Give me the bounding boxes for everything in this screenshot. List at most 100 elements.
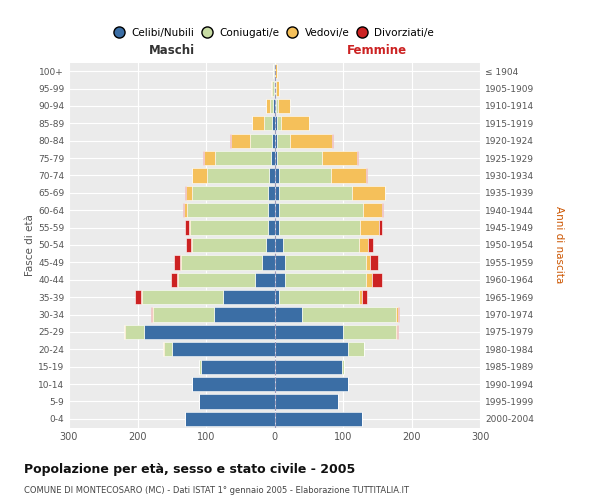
Bar	[382, 203, 383, 218]
Bar	[274, 64, 275, 78]
Bar	[190, 220, 268, 234]
Bar	[256, 272, 275, 287]
Bar	[275, 238, 283, 252]
Bar	[164, 342, 172, 356]
Bar	[199, 394, 275, 408]
Bar	[275, 308, 302, 322]
Bar	[359, 238, 368, 252]
Bar	[271, 82, 272, 96]
Bar	[142, 290, 223, 304]
Bar	[277, 134, 290, 148]
Bar	[275, 360, 341, 374]
Bar	[172, 342, 275, 356]
Bar	[223, 290, 275, 304]
Text: Popolazione per età, sesso e stato civile - 2005: Popolazione per età, sesso e stato civil…	[24, 462, 355, 475]
Bar	[368, 238, 373, 252]
Bar	[279, 186, 352, 200]
Bar	[270, 99, 273, 113]
Bar	[125, 325, 145, 339]
Bar	[275, 151, 277, 165]
Bar	[268, 220, 275, 234]
Bar	[398, 308, 399, 322]
Bar	[141, 290, 142, 304]
Bar	[363, 203, 382, 218]
Bar	[191, 168, 193, 182]
Bar	[373, 272, 382, 287]
Bar	[199, 360, 200, 374]
Bar	[272, 134, 275, 148]
Bar	[397, 308, 398, 322]
Bar	[278, 99, 290, 113]
Bar	[193, 168, 208, 182]
Bar	[181, 256, 262, 270]
Bar	[187, 203, 268, 218]
Bar	[275, 99, 276, 113]
Bar	[379, 220, 382, 234]
Bar	[275, 256, 285, 270]
Bar	[269, 168, 275, 182]
Bar	[349, 342, 364, 356]
Bar	[283, 238, 359, 252]
Bar	[341, 360, 344, 374]
Bar	[275, 272, 286, 287]
Bar	[275, 342, 349, 356]
Bar	[275, 168, 278, 182]
Bar	[200, 360, 275, 374]
Bar	[360, 220, 379, 234]
Bar	[183, 203, 184, 218]
Bar	[286, 272, 366, 287]
Bar	[191, 186, 268, 200]
Bar	[204, 151, 215, 165]
Text: Femmine: Femmine	[347, 44, 407, 58]
Bar	[185, 186, 186, 200]
Bar	[215, 151, 271, 165]
Bar	[276, 82, 279, 96]
Bar	[275, 82, 276, 96]
Bar	[322, 151, 358, 165]
Bar	[366, 272, 373, 287]
Bar	[268, 186, 275, 200]
Bar	[151, 308, 152, 322]
Bar	[266, 99, 270, 113]
Bar	[275, 325, 343, 339]
Bar	[352, 186, 385, 200]
Bar	[273, 99, 275, 113]
Bar	[279, 203, 363, 218]
Bar	[365, 256, 370, 270]
Bar	[214, 308, 275, 322]
Text: COMUNE DI MONTECOSARO (MC) - Dati ISTAT 1° gennaio 2005 - Elaborazione TUTTITALI: COMUNE DI MONTECOSARO (MC) - Dati ISTAT …	[24, 486, 409, 495]
Bar	[274, 82, 275, 96]
Bar	[145, 325, 275, 339]
Bar	[208, 168, 269, 182]
Bar	[136, 290, 141, 304]
Bar	[176, 272, 178, 287]
Bar	[152, 308, 214, 322]
Bar	[203, 151, 204, 165]
Bar	[174, 256, 180, 270]
Text: Maschi: Maschi	[149, 44, 195, 58]
Bar	[275, 186, 279, 200]
Bar	[163, 342, 164, 356]
Bar	[275, 412, 362, 426]
Bar	[343, 325, 397, 339]
Bar	[279, 220, 360, 234]
Bar	[275, 203, 279, 218]
Bar	[275, 116, 277, 130]
Bar	[275, 134, 277, 148]
Bar	[285, 256, 365, 270]
Bar	[262, 256, 275, 270]
Bar	[230, 134, 250, 148]
Bar	[272, 82, 274, 96]
Bar	[370, 256, 378, 270]
Bar	[178, 272, 256, 287]
Bar	[275, 377, 349, 391]
Bar	[180, 256, 181, 270]
Bar	[366, 168, 367, 182]
Bar	[290, 134, 332, 148]
Bar	[275, 64, 277, 78]
Y-axis label: Fasce di età: Fasce di età	[25, 214, 35, 276]
Bar	[278, 290, 359, 304]
Bar	[277, 116, 281, 130]
Bar	[186, 238, 191, 252]
Bar	[266, 238, 275, 252]
